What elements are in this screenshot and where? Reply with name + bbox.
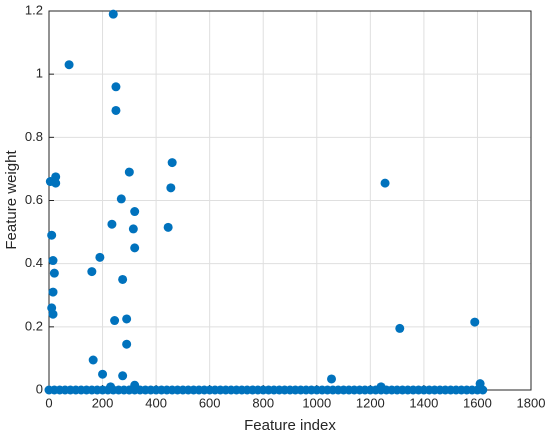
- point: [118, 371, 128, 381]
- point: [51, 178, 61, 188]
- point: [166, 183, 176, 193]
- point: [327, 374, 337, 384]
- x-tick-label: 1600: [463, 395, 492, 410]
- x-tick-label: 800: [252, 395, 274, 410]
- point: [118, 274, 128, 284]
- point: [48, 309, 58, 319]
- point: [64, 60, 74, 70]
- point: [478, 385, 488, 395]
- point: [128, 224, 138, 234]
- point: [49, 268, 59, 278]
- point: [108, 9, 118, 19]
- x-tick-label: 600: [199, 395, 221, 410]
- x-tick-label: 200: [92, 395, 114, 410]
- point: [167, 158, 177, 168]
- y-tick-label: 0.2: [25, 318, 43, 333]
- point: [470, 317, 480, 327]
- point: [395, 323, 405, 333]
- point: [124, 167, 134, 177]
- point: [163, 222, 173, 232]
- x-tick-label: 1200: [356, 395, 385, 410]
- point: [48, 287, 58, 297]
- y-tick-label: 0: [36, 381, 43, 396]
- point: [380, 178, 390, 188]
- point: [116, 194, 126, 204]
- point: [95, 252, 105, 262]
- point: [110, 316, 120, 326]
- point: [51, 172, 61, 182]
- point: [130, 207, 140, 217]
- point: [88, 355, 98, 365]
- x-tick-label: 1800: [517, 395, 546, 410]
- point: [107, 219, 117, 229]
- y-tick-label: 1: [36, 66, 43, 81]
- x-axis-label: Feature index: [244, 417, 336, 434]
- point: [87, 267, 97, 277]
- point: [48, 256, 58, 266]
- x-tick-label: 1000: [302, 395, 331, 410]
- point: [122, 314, 132, 324]
- point: [111, 82, 121, 92]
- x-tick-label: 0: [45, 395, 52, 410]
- point: [130, 243, 140, 253]
- point: [98, 369, 108, 379]
- point: [47, 230, 57, 240]
- x-tick-label: 1400: [409, 395, 438, 410]
- x-tick-label: 400: [145, 395, 167, 410]
- point: [111, 105, 121, 115]
- y-tick-label: 0.6: [25, 192, 43, 207]
- y-tick-label: 1.2: [25, 2, 43, 17]
- point: [122, 339, 132, 349]
- y-tick-label: 0.8: [25, 129, 43, 144]
- y-axis-label: Feature weight: [3, 150, 20, 250]
- y-tick-label: 0.4: [25, 255, 43, 270]
